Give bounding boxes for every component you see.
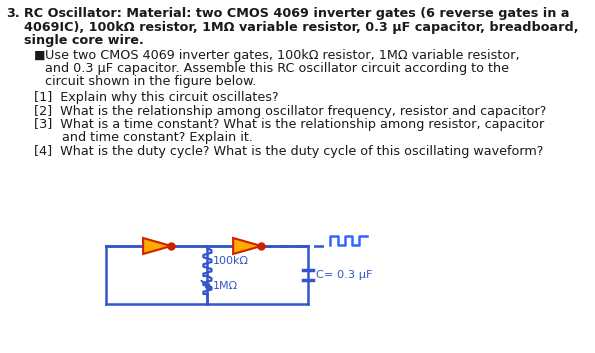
- Text: ■: ■: [34, 48, 45, 61]
- Text: [2]  What is the relationship among oscillator frequency, resistor and capacitor: [2] What is the relationship among oscil…: [34, 104, 546, 118]
- Text: 1MΩ: 1MΩ: [213, 281, 238, 291]
- Polygon shape: [143, 238, 171, 254]
- Polygon shape: [233, 238, 261, 254]
- Text: C= 0.3 μF: C= 0.3 μF: [316, 270, 372, 280]
- Text: 100kΩ: 100kΩ: [213, 256, 249, 266]
- Text: RC Oscillator: Material: two CMOS 4069 inverter gates (6 reverse gates in a: RC Oscillator: Material: two CMOS 4069 i…: [24, 7, 569, 20]
- Text: circuit shown in the figure below.: circuit shown in the figure below.: [45, 76, 256, 89]
- Text: and time constant? Explain it.: and time constant? Explain it.: [34, 132, 253, 144]
- Text: [4]  What is the duty cycle? What is the duty cycle of this oscillating waveform: [4] What is the duty cycle? What is the …: [34, 145, 543, 158]
- Text: and 0.3 μF capacitor. Assemble this RC oscillator circuit according to the: and 0.3 μF capacitor. Assemble this RC o…: [45, 62, 509, 75]
- Text: Use two CMOS 4069 inverter gates, 100kΩ resistor, 1MΩ variable resistor,: Use two CMOS 4069 inverter gates, 100kΩ …: [45, 48, 519, 61]
- Text: single core wire.: single core wire.: [24, 34, 144, 47]
- Text: 3.: 3.: [7, 7, 20, 20]
- Text: 4069IC), 100kΩ resistor, 1MΩ variable resistor, 0.3 μF capacitor, breadboard,: 4069IC), 100kΩ resistor, 1MΩ variable re…: [24, 20, 578, 34]
- Text: [3]  What is a time constant? What is the relationship among resistor, capacitor: [3] What is a time constant? What is the…: [34, 118, 544, 131]
- Text: [1]  Explain why this circuit oscillates?: [1] Explain why this circuit oscillates?: [34, 91, 278, 104]
